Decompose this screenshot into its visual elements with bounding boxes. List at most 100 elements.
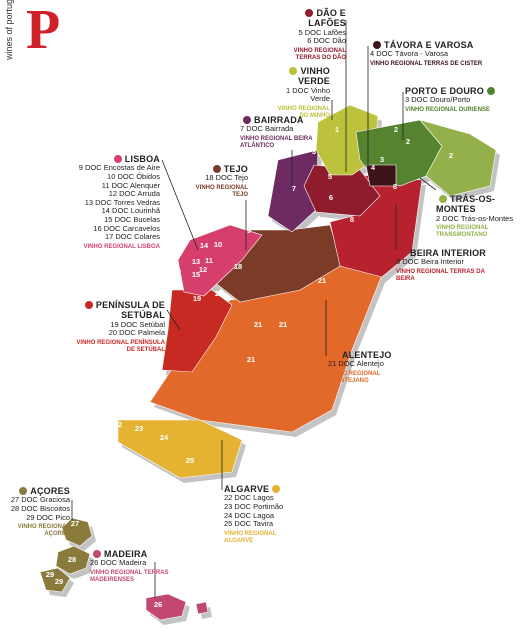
doc-line: 3 DOC Douro/Porto (405, 95, 471, 105)
region-area (161, 289, 233, 373)
region-name-row: MADEIRA (90, 549, 180, 559)
region-name-row: BAIRRADA (240, 115, 320, 125)
region-label: PENÍNSULA DE SETÚBAL 19 DOC Setúbal 20 DOC… (75, 300, 165, 354)
vinho-regional: VINHO REGIONAL LISBOA (83, 243, 160, 250)
region-name: PORTO E DOURO (405, 86, 484, 96)
map-number: 21 (247, 355, 255, 364)
map-number: 21 (254, 320, 262, 329)
region-name-row: LISBOA (50, 154, 160, 164)
region-area (419, 119, 497, 197)
region-label: PORTO E DOURO 3 DOC Douro/Porto VINHO REGI… (405, 86, 515, 114)
doc-line: 1 DOC Vinho Verde (285, 85, 330, 104)
doc-line: 4 DOC Távora - Varosa (370, 49, 449, 59)
vinho-regional: VINHO REGIONAL AÇORES (17, 524, 70, 538)
doc-line: 25 DOC Tavira (224, 519, 274, 529)
region-name-row: PENÍNSULA DE SETÚBAL (75, 300, 165, 321)
region-dot (305, 9, 314, 17)
map-number: 6 (329, 193, 333, 202)
map-number: 21 (318, 276, 326, 285)
region-label: AÇORES 27 DOC Graciosa 28 DOC Biscoitos 29 … (0, 486, 70, 538)
region-area (39, 567, 71, 593)
region-name: ALENTEJO (342, 350, 392, 360)
region-label: BAIRRADA 7 DOC Bairrada VINHO REGIONAL BEI… (240, 115, 320, 150)
doc-line: 10 DOC Óbidos (107, 171, 160, 181)
vinho-regional: VINHO REGIONAL PENÍNSULA DE SETÚBAL (76, 339, 165, 353)
doc-line: 24 DOC Lagoa (224, 510, 275, 520)
region-name: TÁVORA E VAROSA (384, 40, 474, 50)
region-dot (243, 116, 251, 124)
vinho-regional: VINHO REGIONAL TERRAS MADEIRENSES (90, 569, 169, 583)
region-name: VINHO VERDE (297, 66, 330, 87)
logo: wines of portugal (4, 0, 20, 60)
map-number: 29 (46, 570, 54, 579)
region-area (117, 419, 243, 479)
map-number: 16 (173, 276, 181, 285)
vinho-regional: VINHO REGIONAL ALENTEJANO (328, 370, 381, 384)
logo-text: wines of portugal (4, 0, 14, 60)
map-number: 22 (114, 420, 122, 429)
region-name: BAIRRADA (254, 115, 304, 125)
doc-line: 15 DOC Bucelas (104, 215, 160, 225)
doc-line: 28 DOC Biscoitos (10, 503, 70, 513)
map-number: 21 (279, 320, 287, 329)
leader-line (161, 159, 199, 251)
doc-line: 13 DOC Torres Vedras (84, 197, 160, 207)
map-number: 1 (335, 125, 339, 134)
region-name: LISBOA (124, 154, 160, 164)
leader-line (419, 177, 437, 191)
region-name-row: ALGARVE (224, 484, 294, 494)
map-number: 28 (68, 555, 76, 564)
doc-line: 27 DOC Graciosa (10, 495, 70, 505)
region-name-row: TEJO (188, 164, 248, 174)
map-number: 26 (154, 600, 162, 609)
region-area (267, 149, 319, 233)
vinho-regional: VINHO REGIONAL TEJO (195, 184, 248, 198)
doc-line: 29 DOC Pico (26, 512, 70, 522)
doc-line: 26 DOC Madeira (90, 558, 147, 568)
map-number: 29 (55, 577, 63, 586)
region-name-row: VINHO VERDE (270, 66, 330, 87)
map-number: 18 (234, 262, 242, 271)
doc-line: 11 DOC Alenquer (101, 180, 160, 190)
region-area (303, 164, 381, 217)
map-number: 12 (199, 265, 207, 274)
region-label: BEIRA INTERIOR 8 DOC Beira Interior VINHO … (396, 248, 486, 283)
region-dot (373, 41, 381, 49)
region-area (145, 593, 187, 621)
map-number: 2 (394, 125, 398, 134)
doc-line: 19 DOC Setúbal (110, 319, 165, 329)
region-dot (486, 87, 495, 95)
region-name-row: ALENTEJO (328, 350, 408, 360)
region-dot (289, 67, 298, 75)
region-label: ALGARVE 22 DOC Lagos 23 DOC Portimão 24 DOC… (224, 484, 294, 545)
doc-line: 9 DOC Encostas de Aire (78, 163, 160, 173)
region-name-row: DÃO E LAFÕES (286, 8, 346, 29)
region-name-row: PORTO E DOURO (405, 86, 515, 96)
doc-line: 23 DOC Portimão (224, 501, 284, 511)
region-label: DÃO E LAFÕES 5 DOC Lafões 6 DOC Dão VINHO R… (286, 8, 346, 62)
doc-line: 18 DOC Tejo (205, 173, 248, 183)
doc-line: 21 DOC Alentejo (328, 359, 384, 369)
map-number: 3 (312, 147, 316, 156)
doc-line: 20 DOC Palmela (108, 328, 165, 338)
region-label: TEJO 18 DOC Tejo VINHO REGIONAL TEJO (188, 164, 248, 199)
region-name: MADEIRA (104, 549, 148, 559)
region-name: PENÍNSULA DE SETÚBAL (95, 300, 165, 321)
map-number: 3 (380, 155, 384, 164)
region-label: LISBOA 9 DOC Encostas de Aire 10 DOC Óbido… (50, 154, 160, 251)
region-name: AÇORES (30, 486, 70, 496)
vinho-regional: VINHO REGIONAL TERRAS DO DÃO (293, 47, 346, 61)
doc-line: 17 DOC Colares (104, 232, 160, 242)
map-number: 10 (214, 240, 222, 249)
region-dot (113, 155, 122, 163)
map-number: 13 (192, 257, 200, 266)
region-name: DÃO E LAFÕES (308, 8, 346, 29)
doc-line: 16 DOC Carcavelos (93, 223, 160, 233)
region-name: TRÁS-OS-MONTES (436, 194, 496, 215)
region-dot (439, 195, 447, 203)
region-name-row: BEIRA INTERIOR (396, 248, 486, 258)
doc-line: 7 DOC Bairrada (240, 124, 294, 134)
region-label: ALENTEJO 21 DOC Alentejo VINHO REGIONAL AL… (328, 350, 408, 385)
